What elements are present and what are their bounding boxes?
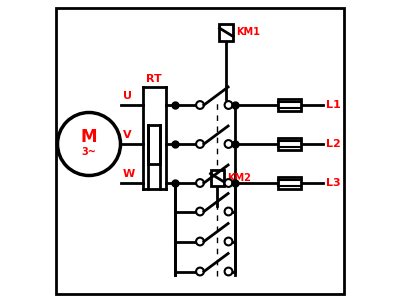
Bar xyxy=(220,24,233,40)
Bar xyxy=(210,169,224,186)
Text: U: U xyxy=(123,92,132,101)
Circle shape xyxy=(58,112,120,176)
Text: V: V xyxy=(123,130,132,140)
Text: W: W xyxy=(123,169,135,179)
Circle shape xyxy=(225,101,232,109)
Text: RT: RT xyxy=(146,74,162,84)
Circle shape xyxy=(196,101,204,109)
Circle shape xyxy=(196,140,204,148)
Text: L1: L1 xyxy=(326,100,341,110)
Bar xyxy=(278,99,300,111)
Circle shape xyxy=(196,268,204,275)
Circle shape xyxy=(225,140,232,148)
Text: KM1: KM1 xyxy=(236,27,260,37)
Circle shape xyxy=(225,208,232,215)
Circle shape xyxy=(225,238,232,245)
Text: L2: L2 xyxy=(326,139,341,149)
Circle shape xyxy=(225,268,232,275)
Text: KM2: KM2 xyxy=(227,173,251,183)
Text: L3: L3 xyxy=(326,178,341,188)
Circle shape xyxy=(196,238,204,245)
Circle shape xyxy=(225,179,232,187)
Text: 3~: 3~ xyxy=(82,147,96,158)
Bar xyxy=(278,177,300,189)
Circle shape xyxy=(196,179,204,187)
Circle shape xyxy=(196,208,204,215)
Text: M: M xyxy=(81,128,97,146)
Bar xyxy=(278,138,300,150)
